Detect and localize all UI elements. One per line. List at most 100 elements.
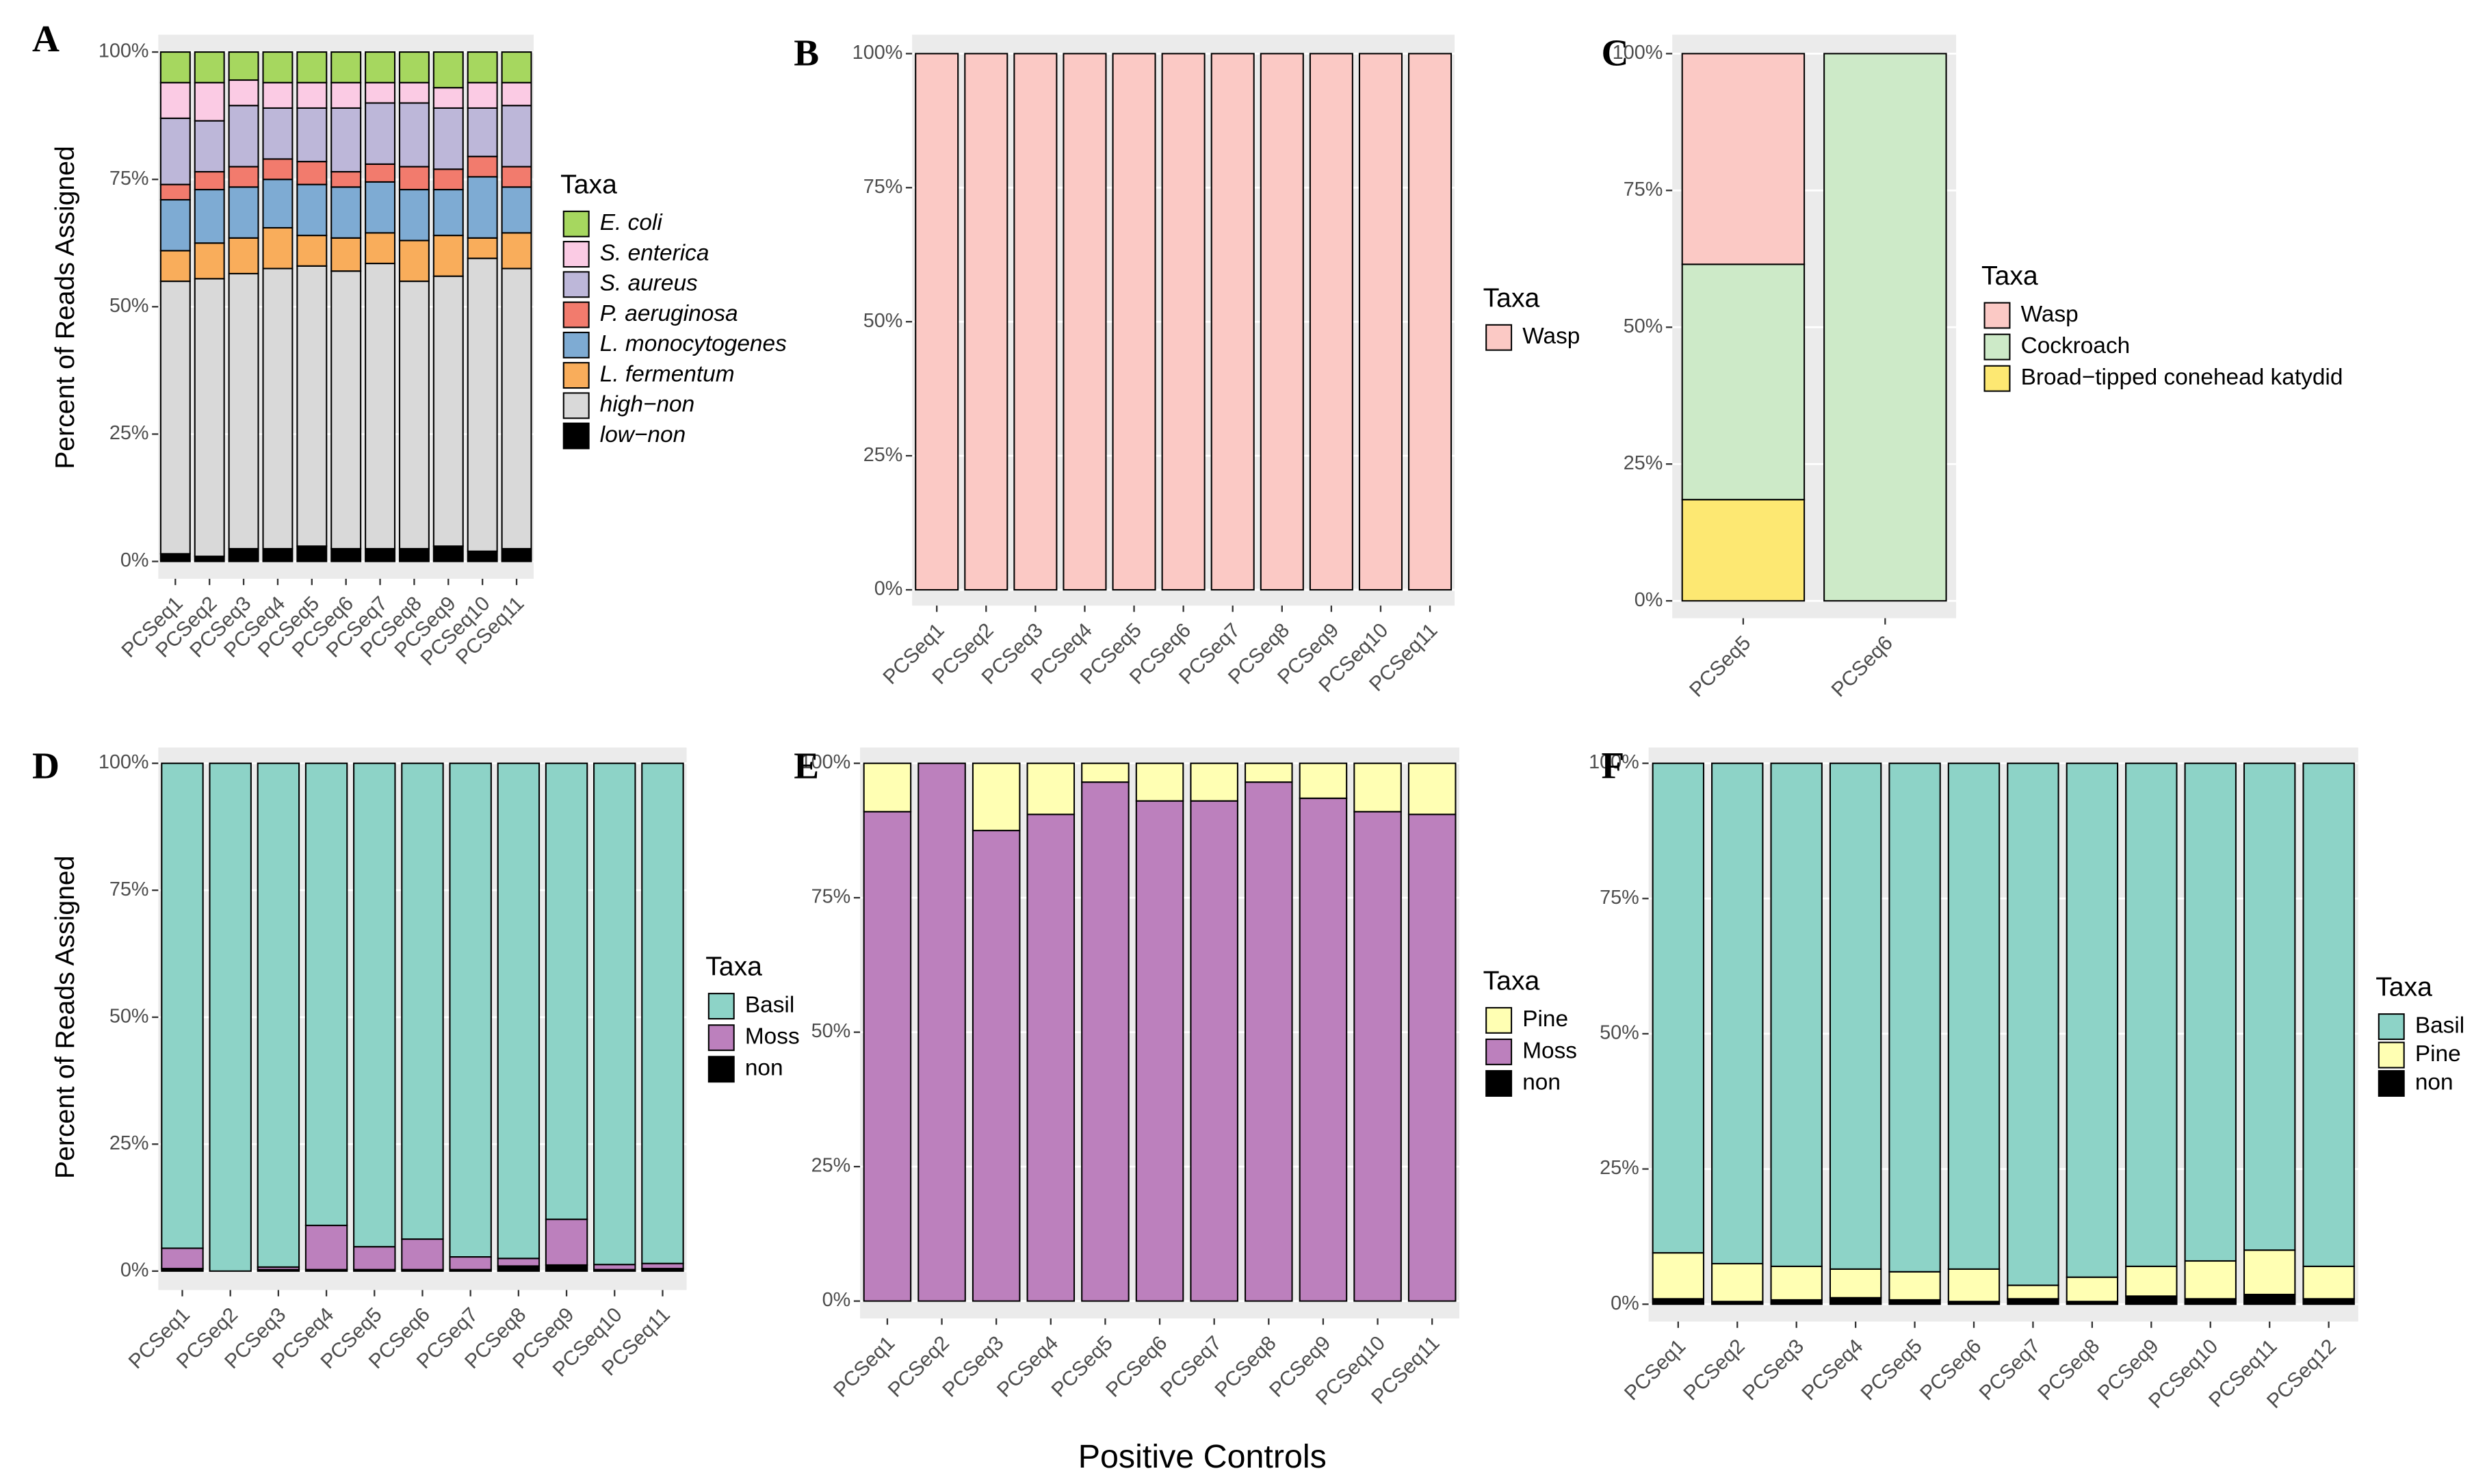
x-tick-label: PCSeq6 — [1827, 632, 1897, 701]
bar-segment — [964, 53, 1008, 591]
bar-segment — [501, 166, 532, 188]
panel-label: E — [794, 745, 819, 787]
legend-title: Taxa — [2375, 973, 2432, 1002]
bar-segment — [398, 166, 430, 191]
panel: 0%25%50%75%100%PCSeq1PCSeq2PCSeq3PCSeq4P… — [794, 32, 1580, 697]
bar-segment — [1358, 53, 1403, 591]
bar-segment — [501, 232, 532, 270]
legend-label: S. enterica — [600, 240, 709, 265]
x-tick-label: PCSeq5 — [1685, 632, 1755, 701]
bar-segment — [467, 257, 498, 552]
bar-segment — [159, 81, 191, 119]
bar-segment — [2184, 762, 2237, 1262]
bar-segment — [1161, 53, 1206, 591]
y-tick-label: 25% — [109, 1132, 149, 1154]
y-tick-label: 25% — [811, 1155, 851, 1177]
y-tick-label: 100% — [1613, 42, 1663, 64]
legend-label: Basil — [745, 992, 794, 1017]
y-tick-label: 75% — [1600, 887, 1639, 909]
bar-segment — [1829, 1297, 1882, 1305]
bar-segment — [432, 189, 464, 237]
legend-label: Pine — [2415, 1041, 2461, 1067]
y-tick-label: 0% — [120, 549, 149, 571]
bar-segment — [432, 107, 464, 170]
bar-segment — [296, 161, 328, 185]
bar-segment — [161, 762, 204, 1249]
bar-segment — [467, 176, 498, 239]
bar-segment — [593, 762, 636, 1266]
bar-segment — [398, 189, 430, 242]
bar-segment — [353, 1246, 396, 1271]
bar-segment — [1770, 762, 1823, 1267]
bar-segment — [2302, 1298, 2355, 1305]
bar-segment — [209, 762, 252, 1272]
legend-key — [2378, 1041, 2405, 1069]
bar-segment — [365, 163, 396, 183]
legend-label: Moss — [745, 1024, 800, 1050]
bar-segment — [1353, 762, 1402, 813]
panel: 0%25%50%75%100%PCSeq1PCSeq2PCSeq3PCSeq4P… — [32, 18, 787, 671]
bar-segment — [194, 189, 225, 244]
bar-segment — [1947, 762, 2001, 1270]
y-tick-label: 100% — [1589, 751, 1639, 773]
legend-key — [1485, 1070, 1513, 1097]
bar-segment — [545, 762, 588, 1221]
bar-segment — [497, 762, 541, 1260]
bar-segment — [296, 235, 328, 267]
bar-segment — [296, 107, 328, 163]
bar-segment — [2302, 1265, 2355, 1300]
bar-segment — [365, 263, 396, 550]
bar-segment — [641, 762, 684, 1264]
bar-segment — [467, 237, 498, 259]
legend-key — [707, 1024, 735, 1052]
bar-segment — [2007, 762, 2059, 1286]
bar-segment — [194, 81, 225, 122]
bar-segment — [1013, 53, 1058, 591]
bar-segment — [972, 762, 1021, 831]
bar-segment — [545, 1264, 588, 1272]
bar-segment — [432, 545, 464, 562]
legend-title: Taxa — [705, 952, 762, 982]
y-tick-label: 100% — [800, 751, 851, 773]
y-tick-label: 50% — [811, 1020, 851, 1042]
bar-segment — [501, 81, 532, 107]
bar-segment — [257, 762, 300, 1268]
bar-segment — [1947, 1268, 2001, 1303]
y-tick-label: 75% — [109, 878, 149, 900]
panel-label: F — [1601, 745, 1624, 787]
bar-segment — [501, 547, 532, 562]
bar-segment — [262, 179, 294, 229]
bar-segment — [330, 237, 362, 272]
bar-segment — [467, 81, 498, 109]
bar-segment — [2007, 1284, 2059, 1300]
bar-segment — [296, 545, 328, 562]
legend-label: non — [745, 1056, 783, 1081]
y-tick-label: 50% — [1624, 315, 1663, 337]
legend-label: P. aeruginosa — [600, 301, 738, 326]
bar-segment — [159, 51, 191, 83]
bar-segment — [2066, 762, 2119, 1278]
y-tick-label: 50% — [109, 295, 149, 317]
bar-segment — [398, 239, 430, 283]
bar-segment — [1210, 53, 1255, 591]
y-tick-label: 75% — [811, 886, 851, 908]
bar-segment — [2125, 1295, 2178, 1305]
bar-segment — [228, 186, 259, 239]
bar-segment — [398, 51, 430, 83]
bar-segment — [159, 553, 191, 562]
y-axis-title: Percent of Reads Assigned — [51, 146, 80, 469]
bar-segment — [159, 250, 191, 283]
bar-segment — [545, 1219, 588, 1266]
bar-segment — [304, 1224, 348, 1271]
bar-segment — [497, 1258, 541, 1267]
x-tick-label: PCSeq7 — [1975, 1335, 2045, 1405]
bar-segment — [161, 1247, 204, 1270]
bar-segment — [501, 51, 532, 83]
bar-segment — [262, 226, 294, 270]
bar-segment — [262, 268, 294, 550]
legend-label: L. fermentum — [600, 361, 735, 387]
bar-segment — [159, 117, 191, 185]
bar-segment — [1081, 762, 1130, 783]
y-tick-label: 75% — [1624, 179, 1663, 200]
bar-segment — [1711, 1262, 1764, 1303]
